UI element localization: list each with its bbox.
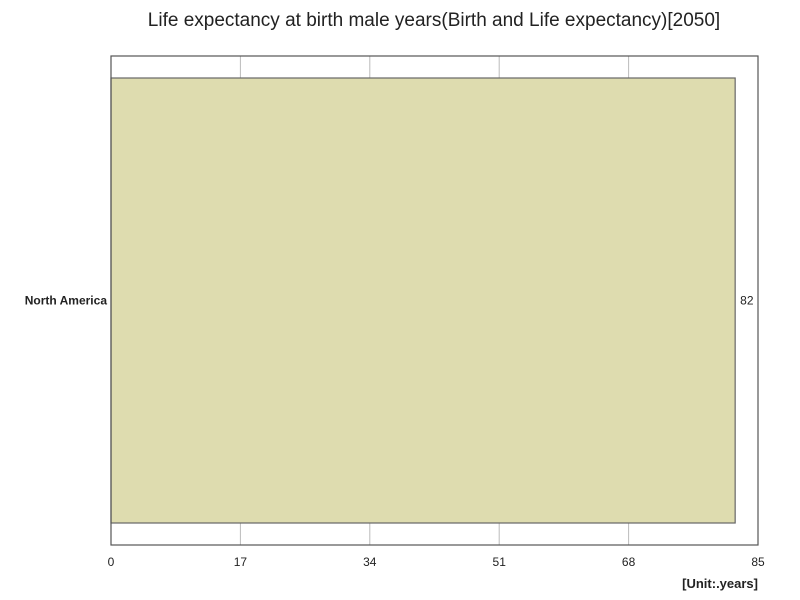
x-tick-label: 85 xyxy=(751,555,765,569)
bars xyxy=(110,77,736,524)
data-label: 82 xyxy=(740,294,754,308)
bar xyxy=(110,77,736,524)
x-tick-label: 34 xyxy=(363,555,377,569)
category-label: North America xyxy=(25,294,108,308)
unit-label: [Unit:.years] xyxy=(682,576,758,591)
plot-frame xyxy=(110,55,759,546)
chart-title: Life expectancy at birth male years(Birt… xyxy=(147,10,721,31)
x-tick-label: 0 xyxy=(108,555,115,569)
x-tick-label: 68 xyxy=(622,555,636,569)
x-tick-label: 51 xyxy=(493,555,507,569)
labels: 0 17 34 51 68 85 North America 82 xyxy=(25,294,765,570)
x-tick-label: 17 xyxy=(234,555,248,569)
